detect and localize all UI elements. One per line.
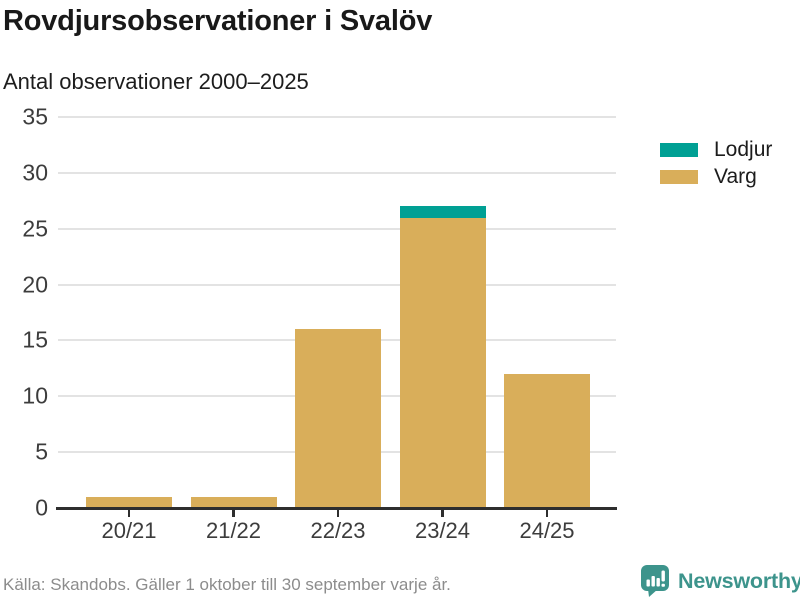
y-axis-tick-0: 0	[35, 494, 48, 521]
bar-lodjur-23-24	[399, 206, 486, 218]
gridline-y-30	[58, 171, 616, 174]
chart-legend: Lodjur Varg	[660, 136, 772, 190]
x-axis-tickmark-23-24	[441, 509, 444, 517]
x-axis-tickmark-24-25	[545, 509, 549, 517]
gridline-y-25	[58, 227, 616, 230]
y-axis-tick-20: 20	[22, 271, 48, 298]
legend-swatch-varg	[660, 169, 698, 184]
y-axis-tick-15: 15	[22, 326, 48, 353]
y-axis-tick-35: 35	[22, 103, 48, 130]
newsworthy-wordmark: Newsworthy	[678, 569, 800, 593]
legend-item-varg: Varg	[660, 163, 772, 190]
y-axis-tick-25: 25	[22, 215, 48, 242]
bar-varg-21-22	[190, 496, 277, 508]
y-axis-tick-5: 5	[35, 438, 48, 465]
x-axis-label-21-22: 21/22	[205, 518, 262, 543]
x-axis-label-23-24: 23/24	[414, 518, 471, 543]
bar-varg-24-25	[504, 373, 590, 508]
x-axis-tickmark-20-21	[127, 509, 131, 517]
newsworthy-logo: Newsworthy	[640, 564, 800, 597]
y-axis-tick-10: 10	[22, 382, 48, 409]
x-axis-tickmark-21-22	[232, 509, 235, 517]
bar-chart-speech-bubble-icon	[641, 565, 669, 597]
legend-swatch-lodjur	[660, 142, 698, 157]
x-axis-tickmark-22-23	[336, 509, 340, 517]
x-axis-label-22-23: 22/23	[310, 518, 366, 543]
legend-label-varg: Varg	[714, 165, 757, 188]
x-axis-label-20-21: 20/21	[101, 518, 157, 543]
bar-varg-22-23	[295, 329, 381, 508]
chart-subtitle: Antal observationer 2000–2025	[3, 69, 309, 94]
gridline-y-35	[58, 116, 616, 118]
legend-item-lodjur: Lodjur	[660, 136, 772, 163]
legend-label-lodjur: Lodjur	[714, 138, 773, 161]
bar-varg-20-21	[86, 496, 172, 508]
bar-varg-23-24	[399, 217, 486, 508]
gridline-y-20	[58, 283, 616, 286]
x-axis-line	[56, 506, 617, 510]
chart-title: Rovdjursobservationer i Svalöv	[3, 5, 433, 37]
x-axis-label-24-25: 24/25	[519, 518, 575, 543]
y-axis-tick-30: 30	[22, 159, 48, 186]
source-note: Källa: Skandobs. Gäller 1 oktober till 3…	[3, 575, 451, 594]
